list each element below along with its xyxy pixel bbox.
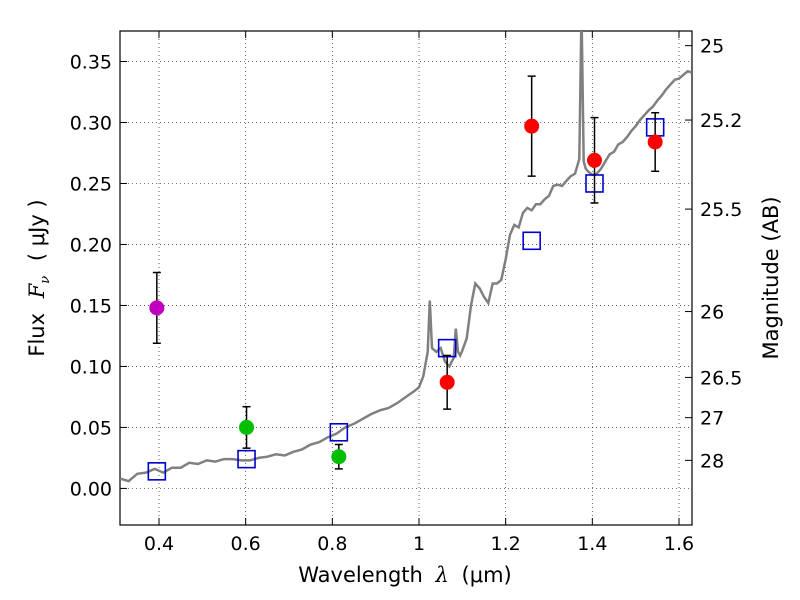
y2-tick-label-6: 28 — [700, 450, 724, 472]
y-tick-label-4: 0.20 — [70, 234, 112, 256]
y2-axis-label: Magnitude (AB) — [759, 196, 783, 359]
y2-tick-label-5: 27 — [700, 408, 724, 430]
y2-tick-label-2: 25.5 — [700, 199, 742, 221]
x-tick-label-2: 0.8 — [317, 533, 347, 555]
y-tick-label-7: 0.35 — [70, 51, 112, 73]
y-tick-label-2: 0.10 — [70, 356, 112, 378]
data-point-3-3 — [647, 134, 663, 150]
model-photometry-point-0 — [147, 462, 167, 481]
y-tick-label-1: 0.05 — [70, 417, 112, 439]
model-photometry-point-1 — [237, 449, 256, 469]
grid — [120, 31, 692, 525]
y-tick-label-5: 0.25 — [70, 173, 112, 195]
x-tick-label-1: 0.6 — [231, 533, 261, 555]
y-axis-label: Flux Fν ( μJy ) — [25, 199, 54, 356]
y-tick-label-3: 0.15 — [70, 295, 112, 317]
data-point-2-0 — [239, 419, 255, 435]
plot-area — [120, 31, 692, 483]
x-tick-label-5: 1.4 — [577, 533, 607, 555]
x-tick-label-3: 1 — [413, 533, 425, 555]
model-photometry-point-4 — [522, 231, 541, 251]
axes: 0.4 0.6 0.8 1 1.2 1.4 1.6 0.00 0.05 0.10 0.15 0.20 0… — [70, 30, 742, 555]
y-tick-label-6: 0.30 — [70, 112, 112, 134]
x-tick-label-4: 1.2 — [491, 533, 521, 555]
data-point-1-0 — [149, 300, 165, 316]
x-axis-label: Wavelength λ (μm) — [298, 563, 511, 587]
model-spectrum-line — [120, 31, 692, 483]
x-tick-label-0: 0.4 — [144, 533, 174, 555]
x-tick-label-6: 1.6 — [664, 533, 694, 555]
y-tick-label-0: 0.00 — [70, 478, 112, 500]
data-point-3-0 — [439, 374, 455, 390]
model-photometry-point-2 — [329, 422, 349, 442]
y2-tick-label-3: 26 — [700, 302, 724, 324]
data-point-2-1 — [331, 449, 347, 465]
plot-frame — [119, 30, 693, 526]
data-point-3-2 — [587, 152, 602, 168]
data-point-3-1 — [524, 118, 540, 134]
labels: Wavelength λ (μm) Flux Fν ( μJy ) Magnit… — [25, 196, 783, 587]
y2-tick-label-0: 25 — [700, 36, 724, 58]
y2-tick-label-1: 25.2 — [700, 110, 742, 132]
y2-tick-label-4: 26.5 — [700, 367, 742, 389]
